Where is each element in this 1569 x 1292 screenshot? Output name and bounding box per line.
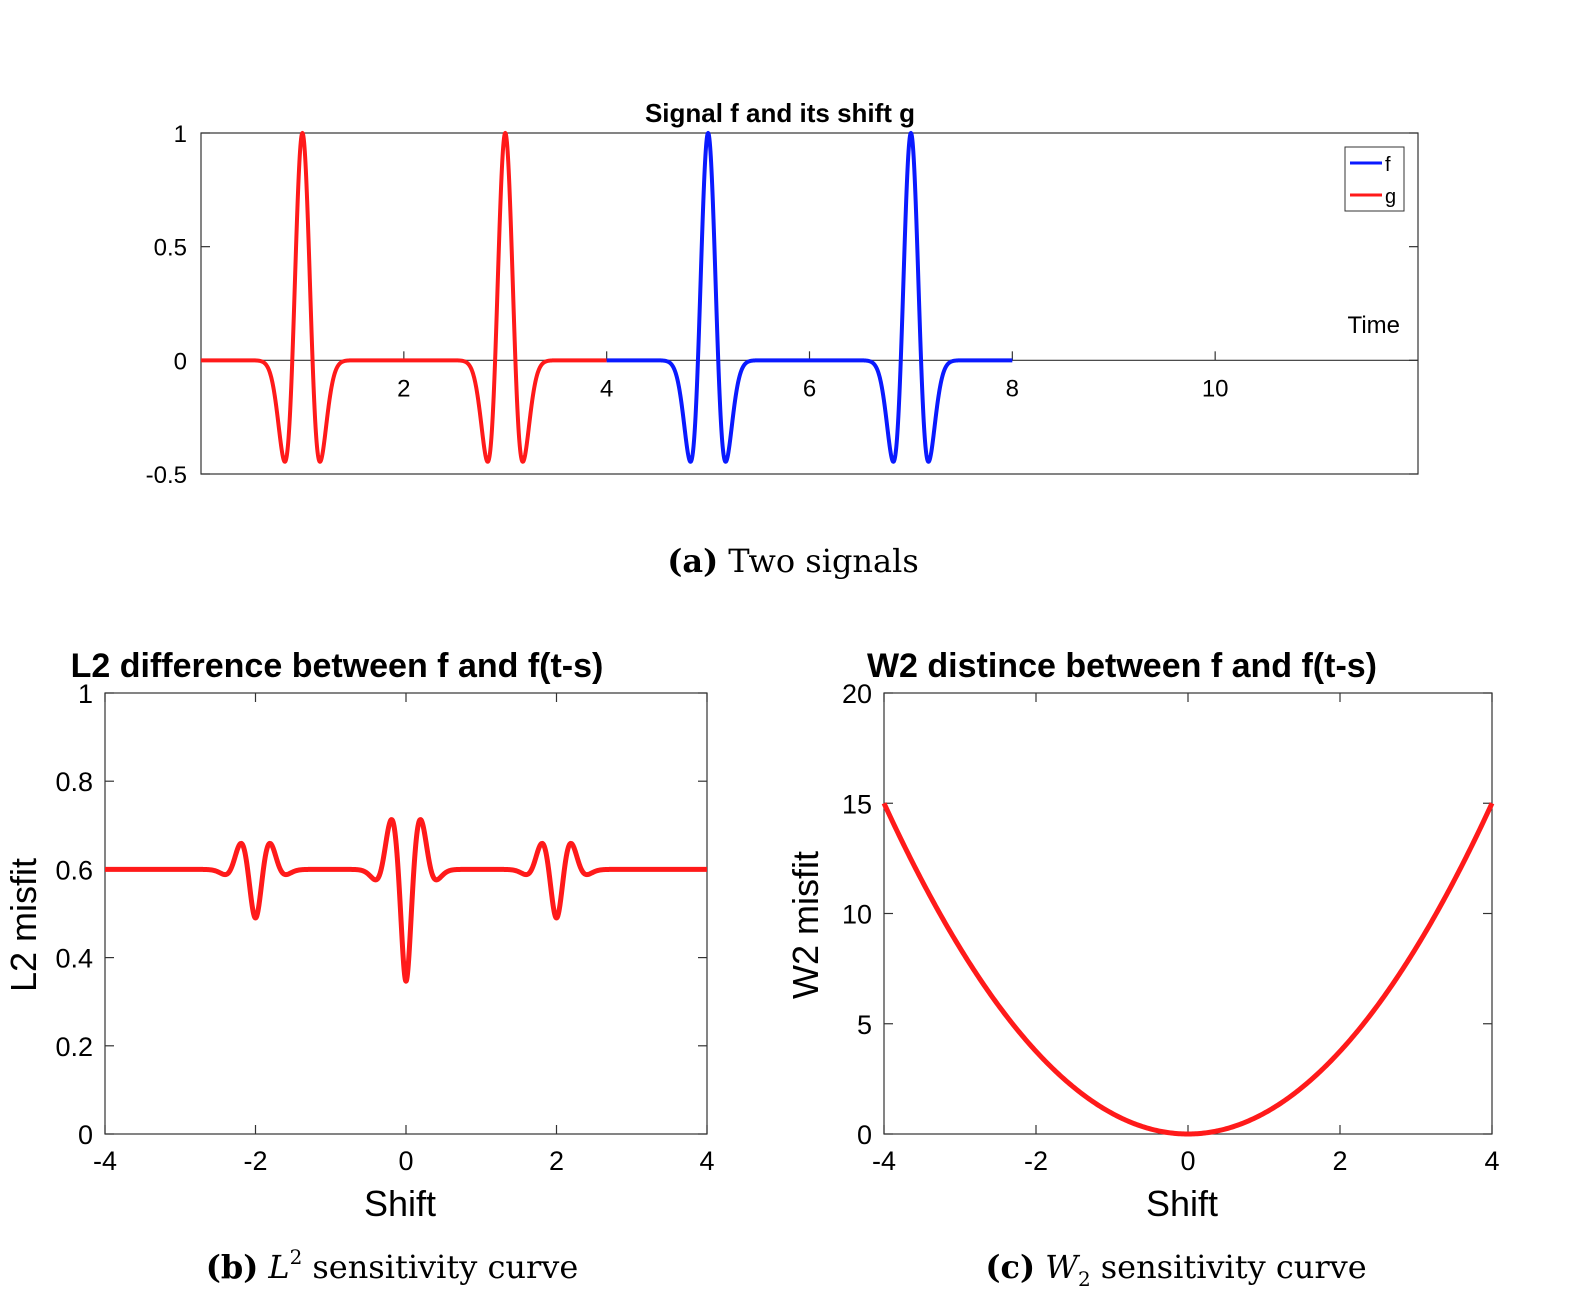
panel-a-xtick-label: 6 xyxy=(803,375,816,402)
panel-c-ylabel: W2 misfit xyxy=(785,851,826,999)
panel-c-title: W2 distince between f and f(t-s) xyxy=(867,647,1377,685)
panel-b-xlabel: Shift xyxy=(364,1183,436,1224)
panel-c: W2 distince between f and f(t-s) -4 -2 0 2 4… xyxy=(785,647,1500,1291)
panel-b-xtick-label: 4 xyxy=(699,1146,714,1176)
panel-b-xtick-label: -4 xyxy=(93,1146,117,1176)
panel-b-ticks: -4 -2 0 2 4 0 0.2 0.4 0.6 0.8 1 xyxy=(55,679,714,1176)
panel-c-caption: (c) W2 sensitivity curve xyxy=(985,1248,1366,1291)
panel-c-lines xyxy=(881,802,1495,1137)
panel-b-ytick-label: 0.4 xyxy=(55,944,93,974)
panel-b-caption-math: L xyxy=(267,1248,289,1286)
panel-c-xtick-label: 4 xyxy=(1484,1146,1499,1176)
panel-b-xtick-label: 0 xyxy=(398,1146,413,1176)
panel-c-ytick-label: 5 xyxy=(857,1010,872,1040)
panel-a-caption-text: Two signals xyxy=(728,542,919,580)
legend-box xyxy=(1344,146,1405,212)
panel-c-axes-box xyxy=(883,692,1493,1135)
panel-a: Signal f and its shift g 2 4 6 8 10 -0.5 0 0.5 1… xyxy=(146,98,1419,580)
l2-misfit-line xyxy=(102,817,710,984)
panel-b-caption-sup: 2 xyxy=(290,1245,303,1269)
panel-a-ytick-label: 0.5 xyxy=(154,235,187,262)
panel-b: L2 difference between f and f(t-s) -4 -2 0… xyxy=(3,647,715,1286)
panel-a-caption: (a) Two signals xyxy=(667,542,919,580)
panel-c-caption-math: W xyxy=(1045,1248,1081,1286)
panel-c-xtick-label: 0 xyxy=(1180,1146,1195,1176)
series-g-line xyxy=(199,131,609,464)
panel-a-caption-tag: (a) xyxy=(667,542,718,580)
panel-c-ticks: -4 -2 0 2 4 0 5 10 15 20 xyxy=(842,679,1500,1176)
panel-b-ytick-label: 0 xyxy=(78,1120,93,1150)
panel-b-axes-box xyxy=(104,692,708,1135)
panel-a-axes-box xyxy=(200,132,1419,475)
legend-g-label: g xyxy=(1385,186,1396,208)
panel-b-title: L2 difference between f and f(t-s) xyxy=(71,647,604,685)
panel-c-xtick-label: -4 xyxy=(872,1146,896,1176)
panel-a-ytick-label: -0.5 xyxy=(146,462,187,489)
panel-b-ytick-label: 0.6 xyxy=(55,855,93,885)
panel-a-title: Signal f and its shift g xyxy=(645,98,915,128)
panel-a-xtick-label: 10 xyxy=(1202,375,1229,402)
panel-c-ytick-label: 20 xyxy=(842,679,872,709)
panel-b-xtick-label: 2 xyxy=(549,1146,564,1176)
panel-c-xlabel: Shift xyxy=(1146,1183,1218,1224)
panel-c-caption-tag: (c) xyxy=(985,1248,1035,1286)
panel-c-xtick-label: 2 xyxy=(1332,1146,1347,1176)
panel-c-ytick-label: 10 xyxy=(842,900,872,930)
panel-c-caption-sub: 2 xyxy=(1078,1267,1091,1291)
panel-a-xlabel: Time xyxy=(1348,312,1400,339)
panel-a-ticks: 2 4 6 8 10 -0.5 0 0.5 1 xyxy=(146,121,1418,489)
panel-b-ytick-label: 0.2 xyxy=(55,1032,93,1062)
panel-a-ytick-label: 0 xyxy=(174,348,187,375)
panel-c-xtick-label: -2 xyxy=(1024,1146,1048,1176)
panel-b-caption: (b) L2 sensitivity curve xyxy=(206,1245,579,1286)
panel-a-xtick-label: 2 xyxy=(397,375,410,402)
panel-b-ytick-label: 1 xyxy=(78,679,93,709)
panel-b-lines xyxy=(102,817,710,984)
panel-c-caption-text: sensitivity curve xyxy=(1101,1248,1367,1286)
panel-a-xtick-label: 8 xyxy=(1006,375,1019,402)
panel-b-caption-text: sensitivity curve xyxy=(312,1248,578,1286)
panel-a-xtick-label: 4 xyxy=(600,375,613,402)
panel-a-lines xyxy=(199,131,1014,464)
legend-f-label: f xyxy=(1385,154,1391,176)
panel-c-ytick-label: 0 xyxy=(857,1120,872,1150)
panel-a-ytick-label: 1 xyxy=(174,121,187,148)
panel-b-xtick-label: -2 xyxy=(243,1146,267,1176)
panel-b-ytick-label: 0.8 xyxy=(55,767,93,797)
series-f-line xyxy=(605,131,1014,464)
panel-b-ylabel: L2 misfit xyxy=(3,858,44,992)
w2-misfit-line xyxy=(881,802,1495,1137)
panel-c-ytick-label: 15 xyxy=(842,789,872,819)
panel-a-legend: f g xyxy=(1344,146,1405,212)
panel-b-caption-tag: (b) xyxy=(206,1248,259,1286)
